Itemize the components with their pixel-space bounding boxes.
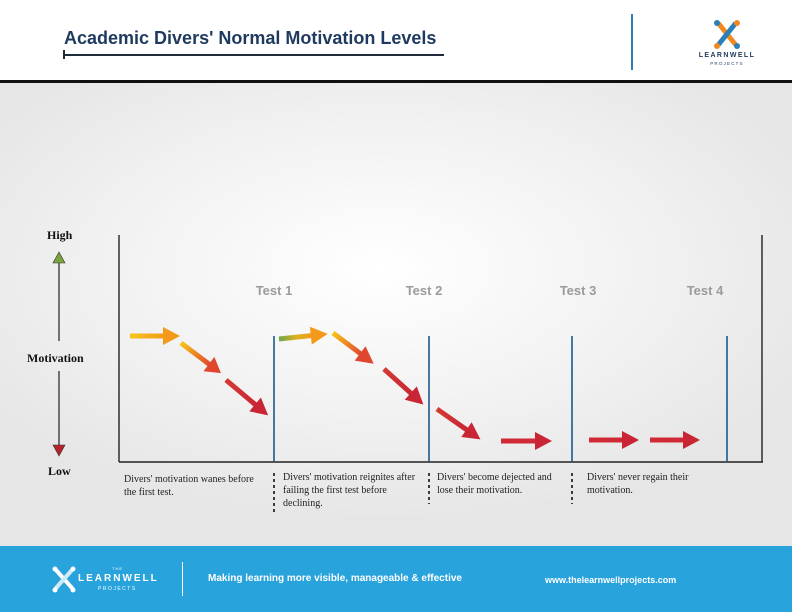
arrow-10 [650,431,700,449]
test-label-3: Test 3 [559,283,597,298]
y-axis-high-label: High [47,228,73,242]
logo-wordmark: LEARNWELL [698,52,756,59]
y-axis-arrow [52,251,66,457]
header-bottom-rule [0,80,792,83]
arrow-1 [130,327,180,345]
test-label-4: Test 4 [686,283,724,298]
diagram-frame [118,235,763,463]
footer-logo: THE LEARNWELL PROJECTS [50,564,160,596]
header-divider [631,14,633,70]
caption-4: Divers' never regain their motivation. [587,472,689,496]
test-label-1: Test 1 [255,283,293,298]
arrow-2 [179,341,221,374]
arrow-4 [278,326,328,345]
header: Academic Divers' Normal Motivation Level… [0,0,792,80]
footer-logo-subtitle: PROJECTS [98,586,137,592]
footer-logo-wordmark: LEARNWELL [78,573,159,584]
arrow-8 [501,432,552,450]
logo-subtitle: PROJECTS [710,61,744,66]
test-lines [273,336,728,462]
footer: THE LEARNWELL PROJECTS Making learning m… [0,546,792,612]
footer-website-link[interactable]: www.thelearnwellprojects.com [545,575,677,585]
down-arrow-icon [52,444,66,457]
page-title: Academic Divers' Normal Motivation Level… [64,28,437,48]
caption-2: Divers' motivation reignites after faili… [283,472,416,509]
arrow-7 [435,406,481,440]
caption-1: Divers' motivation wanes before the firs… [124,474,254,498]
arrow-3 [224,378,269,416]
learnwell-logo-icon [714,20,740,49]
footer-tagline: Making learning more visible, manageable… [208,573,462,584]
title-underline [64,54,444,56]
learnwell-logo: LEARNWELL PROJECTS [690,18,764,68]
caption-separators [273,473,573,513]
caption-3: Divers' become dejected and lose their m… [437,472,552,496]
footer-logo-icon [52,566,76,593]
motivation-arrows [130,326,700,450]
test-label-2: Test 2 [405,283,443,298]
y-axis-title: Motivation [27,351,84,365]
footer-logo-the: THE [112,566,123,571]
arrow-9 [589,431,639,449]
arrow-6 [382,367,424,405]
footer-divider [182,562,183,596]
y-axis-low-label: Low [48,464,71,478]
diagram-area: High Motivation Low Test 1 Test 2 Test 3… [0,83,792,546]
up-arrow-icon [52,251,66,264]
arrow-5 [331,331,374,364]
motivation-diagram [52,235,763,513]
